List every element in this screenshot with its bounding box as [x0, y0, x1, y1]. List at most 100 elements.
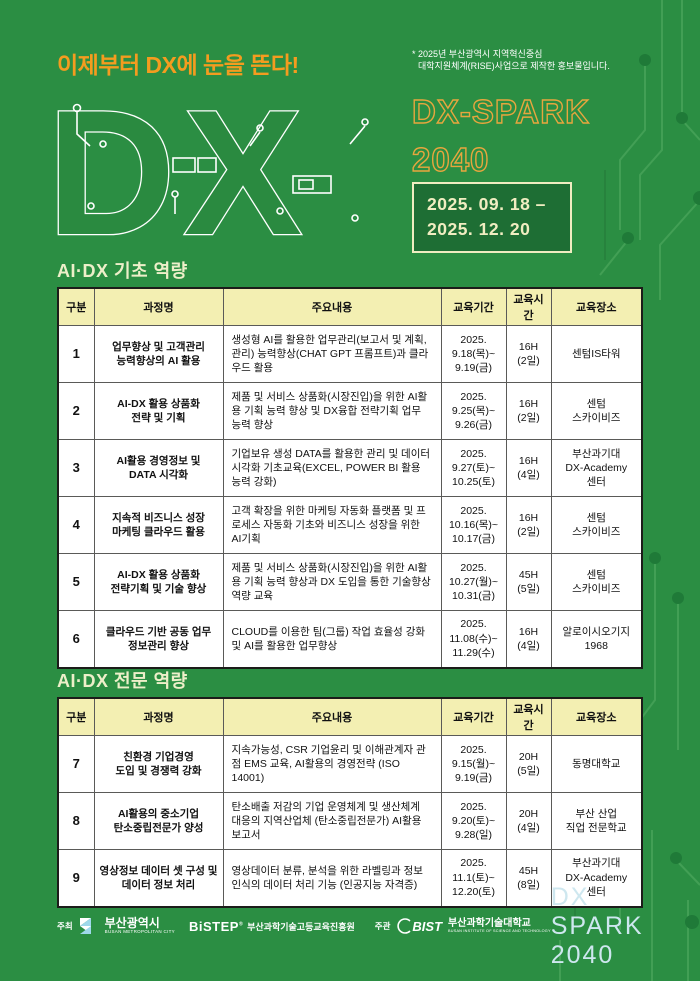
col-header-period: 교육기간: [440, 697, 507, 736]
cell-period: 2025. 9.27(토)~ 10.25(토): [440, 439, 507, 497]
cell-name: 업무향상 및 고객관리 능력향상의 AI 활용: [93, 325, 224, 383]
registered-mark-icon: ®: [238, 921, 244, 928]
table-row: 4 지속적 비즈니스 성장 마케팅 클라우드 활용 고객 확장을 위한 마케팅 자동…: [57, 496, 643, 554]
bist-name-kr: 부산과학기술대학교: [448, 918, 531, 930]
event-name-line2: 2040: [411, 140, 490, 178]
bist-wordmark: BIST: [412, 918, 443, 934]
col-header-period: 교육기간: [440, 287, 507, 326]
cell-name: 영상정보 데이터 셋 구성 및 데이터 정보 처리: [93, 849, 224, 907]
cell-period: 2025. 11.1(토)~ 12.20(토): [440, 849, 507, 907]
cell-name: AI활용의 중소기업 탄소중립전문가 양성: [93, 792, 224, 850]
production-note: * 2025년 부산광역시 지역혁신중심 대학지원체계(RISE)사업으로 제작…: [412, 48, 642, 72]
bist-name-en: BUSAN INSTITUTE OF SCIENCE AND TECHNOLOG…: [448, 929, 551, 934]
dx-logo-text: DX: [55, 86, 310, 248]
cell-desc: 제품 및 서비스 상품화(시장진입)을 위한 AI활용 기획 능력 향상과 DX…: [222, 553, 442, 611]
cell-name: AI-DX 활용 상품화 전략기획 및 기술 향상: [93, 553, 224, 611]
cell-desc: 영상데이터 분류, 분석을 위한 라벨링과 정보인식의 데이터 처리 기능 (인…: [222, 849, 442, 907]
col-header-hours: 교육시간: [505, 697, 552, 736]
cell-hours: 16H (4일): [505, 439, 552, 497]
cell-no: 4: [57, 496, 95, 554]
event-name-line1: DX-SPARK: [411, 92, 590, 130]
table-row: 1 업무향상 및 고객관리 능력향상의 AI 활용 생성형 AI를 활용한 업무관리…: [57, 325, 643, 383]
host-label: 주최: [57, 921, 73, 931]
cell-hours: 16H (2일): [505, 382, 552, 440]
cell-desc: CLOUD를 이용한 팀(그룹) 작업 효율성 강화 및 AI를 활용한 업무향…: [222, 610, 442, 668]
dx-logo-circuit-details: [72, 103, 369, 222]
cell-hours: 16H (2일): [505, 496, 552, 554]
cell-place: 동명대학교: [550, 735, 643, 793]
event-name: DX-SPARK 2040: [411, 88, 590, 184]
course-table-expert: 구분 과정명 주요내용 교육기간 교육시간 교육장소 7 친환경 기업경영 도입 …: [57, 697, 643, 908]
cell-no: 1: [57, 325, 95, 383]
col-header-name: 과정명: [93, 697, 224, 736]
table-row: 6 클라우드 기반 공동 업무 정보관리 향상 CLOUD를 이용한 팀(그룹) 작…: [57, 610, 643, 668]
cell-no: 2: [57, 382, 95, 440]
table-row: 2 AI-DX 활용 상품화 전략 및 기획 제품 및 서비스 상품화(시장진입)을…: [57, 382, 643, 440]
cell-name: 클라우드 기반 공동 업무 정보관리 향상: [93, 610, 224, 668]
cell-place: 센텀IS타워: [550, 325, 643, 383]
section-title-basic: AI·DX 기초 역량: [57, 261, 188, 281]
table-row: 7 친환경 기업경영 도입 및 경쟁력 강화 지속가능성, CSR 기업윤리 및 이…: [57, 735, 643, 793]
cell-name: AI활용 경영정보 및 DATA 시각화: [93, 439, 224, 497]
cell-hours: 45H (8일): [505, 849, 552, 907]
table-row: 3 AI활용 경영정보 및 DATA 시각화 기업보유 생성 DATA를 활용한 관…: [57, 439, 643, 497]
cell-place: 알로이시오기지 1968: [550, 610, 643, 668]
cell-period: 2025. 10.16(목)~ 10.17(금): [440, 496, 507, 554]
event-date-end: 2025. 12. 20: [427, 219, 531, 240]
table-row: 9 영상정보 데이터 셋 구성 및 데이터 정보 처리 영상데이터 분류, 분석을 …: [57, 849, 643, 907]
cell-place: 부산과기대 DX-Academy 센터: [550, 439, 643, 497]
col-header-no: 구분: [57, 697, 95, 736]
busan-city-icon: [79, 918, 91, 934]
cell-desc: 탄소배출 저감의 기업 운영체계 및 생산체계 대응의 지역산업체 (탄소중립전…: [222, 792, 442, 850]
busan-city-name: 부산광역시: [104, 915, 160, 930]
cell-place: 센텀 스카이비즈: [550, 496, 643, 554]
cell-period: 2025. 9.15(월)~ 9.19(금): [440, 735, 507, 793]
organizer-label: 주관: [374, 921, 391, 931]
cell-name: 지속적 비즈니스 성장 마케팅 클라우드 활용: [93, 496, 224, 554]
cell-period: 2025. 9.25(목)~ 9.26(금): [440, 382, 507, 440]
table-header-row: 구분 과정명 주요내용 교육기간 교육시간 교육장소: [57, 697, 643, 736]
cell-desc: 지속가능성, CSR 기업윤리 및 이해관계자 관점 EMS 교육, AI활용의…: [222, 735, 442, 793]
cell-no: 7: [57, 735, 95, 793]
cell-hours: 16H (2일): [505, 325, 552, 383]
cell-place: 센텀 스카이비즈: [550, 553, 643, 611]
course-table-basic: 구분 과정명 주요내용 교육기간 교육시간 교육장소 1 업무향상 및 고객관리 …: [57, 287, 643, 669]
event-date-box: 2025. 09. 18 – 2025. 12. 20: [412, 182, 572, 253]
cell-desc: 생성형 AI를 활용한 업무관리(보고서 및 계획, 관리) 능력향상(CHAT…: [222, 325, 442, 383]
table-header-row: 구분 과정명 주요내용 교육기간 교육시간 교육장소: [57, 287, 643, 326]
footer-brand: DX SPARK 2040: [550, 882, 644, 969]
bistep-name-kr: 부산과학기술고등교육진흥원: [247, 921, 355, 932]
cell-desc: 기업보유 생성 DATA를 활용한 관리 및 데이터 시각화 기초교육(EXCE…: [222, 439, 442, 497]
event-date-start: 2025. 09. 18 –: [427, 194, 546, 214]
table-row: 5 AI-DX 활용 상품화 전략기획 및 기술 향상 제품 및 서비스 상품화(시…: [57, 553, 643, 611]
bistep-logo: BiSTEP® 부산과학기술고등교육진흥원: [189, 919, 355, 934]
cell-no: 5: [57, 553, 95, 611]
cell-no: 9: [57, 849, 95, 907]
cell-desc: 제품 및 서비스 상품화(시장진입)을 위한 AI활용 기획 능력 향상 및 D…: [222, 382, 442, 440]
col-header-desc: 주요내용: [222, 697, 442, 736]
dx-circuit-logo: DX: [55, 86, 369, 248]
section-title-expert: AI·DX 전문 역량: [57, 671, 188, 691]
cell-hours: 45H (5일): [505, 553, 552, 611]
production-note-line2: 대학지원체계(RISE)사업으로 제작한 홍보물입니다.: [418, 61, 610, 72]
table-row: 8 AI활용의 중소기업 탄소중립전문가 양성 탄소배출 저감의 기업 운영체계 및…: [57, 792, 643, 850]
cell-hours: 16H (4일): [505, 610, 552, 668]
cell-period: 2025. 9.20(토)~ 9.28(일): [440, 792, 507, 850]
cell-hours: 20H (4일): [505, 792, 552, 850]
cell-place: 부산 산업 직업 전문학교: [550, 792, 643, 850]
cell-place: 센텀 스카이비즈: [550, 382, 643, 440]
cell-name: 친환경 기업경영 도입 및 경쟁력 강화: [93, 735, 224, 793]
busan-city-logo: 부산광역시 BUSAN METROPOLITAN CITY: [79, 916, 175, 936]
bistep-wordmark: BiSTEP®: [188, 918, 244, 934]
cell-period: 2025. 11.08(수)~ 11.29(수): [440, 610, 507, 668]
col-header-hours: 교육시간: [505, 287, 552, 326]
cell-desc: 고객 확장을 위한 마케팅 자동화 플랫폼 및 프로세스 자동화 기초와 비즈니…: [222, 496, 442, 554]
cell-hours: 20H (5일): [505, 735, 552, 793]
footer: 주최 부산광역시 BUSAN METROPOLITAN CITY BiSTEP®…: [57, 883, 645, 969]
poster-title: 이제부터 DX에 눈을 뜬다!: [57, 52, 299, 78]
bist-icon: [397, 918, 411, 934]
col-header-place: 교육장소: [550, 697, 643, 736]
col-header-name: 과정명: [93, 287, 224, 326]
cell-period: 2025. 9.18(목)~ 9.19(금): [440, 325, 507, 383]
